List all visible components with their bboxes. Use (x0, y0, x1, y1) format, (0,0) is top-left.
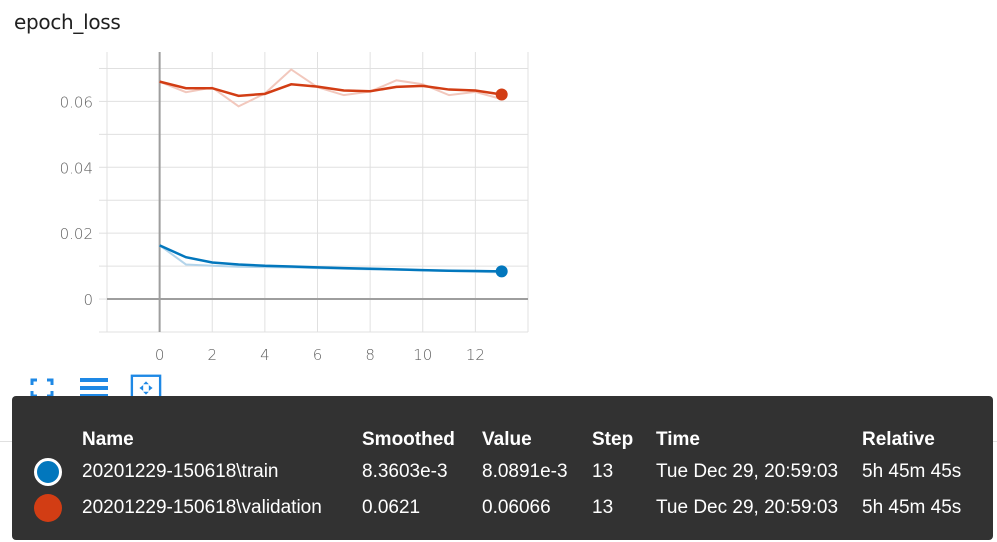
last-point-marker-train (495, 265, 508, 278)
x-tick-label: 8 (365, 346, 375, 364)
row-relative: 5h 45m 45s (862, 461, 962, 482)
header-name: Name (82, 429, 134, 450)
header-time: Time (656, 429, 701, 450)
tooltip-header-row: Name Smoothed Value Step Time Relative (12, 424, 993, 456)
row-relative: 5h 45m 45s (862, 497, 962, 518)
y-tick-label: 0.06 (60, 93, 93, 111)
y-tick-label: 0.02 (60, 225, 93, 243)
row-time: Tue Dec 29, 20:59:03 (656, 497, 839, 518)
series-color-dot-validation (34, 494, 62, 522)
row-step: 13 (592, 461, 614, 482)
header-step: Step (592, 429, 634, 450)
fullscreen-icon[interactable] (26, 372, 58, 404)
x-tick-label: 2 (207, 346, 217, 364)
last-point-marker-validation (495, 88, 508, 101)
header-value: Value (482, 429, 532, 450)
row-value: 8.0891e-3 (482, 461, 568, 482)
row-name: 20201229-150618\validation (82, 497, 322, 518)
tick-labels: 0 0.02 0.04 0.06 0 2 4 6 8 10 12 (60, 93, 485, 364)
header-smoothed: Smoothed (362, 429, 455, 450)
x-tick-label: 6 (313, 346, 323, 364)
series-color-dot-train (34, 458, 62, 486)
grid-lines (106, 52, 529, 333)
raw-series-lines (159, 68, 502, 274)
smoothed-line-train (159, 244, 502, 273)
row-time: Tue Dec 29, 20:59:03 (656, 461, 839, 482)
tooltip-row-validation: 20201229-150618\validation 0.0621 0.0606… (12, 492, 993, 524)
header-relative: Relative (862, 429, 935, 450)
axes (99, 52, 528, 333)
row-smoothed: 0.0621 (362, 497, 421, 518)
smoothed-series-lines (159, 80, 508, 278)
chart-title: epoch_loss (14, 10, 121, 34)
row-step: 13 (592, 497, 614, 518)
line-chart[interactable]: 0 0.02 0.04 0.06 0 2 4 6 8 10 12 (0, 40, 560, 370)
y-tick-label: 0 (83, 291, 93, 309)
tooltip-panel: Name Smoothed Value Step Time Relative 2… (12, 396, 993, 540)
row-smoothed: 8.3603e-3 (362, 461, 448, 482)
x-tick-label: 4 (260, 346, 270, 364)
x-tick-label: 12 (466, 346, 485, 364)
row-name: 20201229-150618\train (82, 461, 279, 482)
x-tick-label: 0 (155, 346, 165, 364)
row-value: 0.06066 (482, 497, 551, 518)
tooltip-row-train: 20201229-150618\train 8.3603e-3 8.0891e-… (12, 456, 993, 488)
smoothed-line-validation (159, 80, 502, 98)
y-tick-label: 0.04 (60, 159, 93, 177)
x-tick-label: 10 (413, 346, 432, 364)
